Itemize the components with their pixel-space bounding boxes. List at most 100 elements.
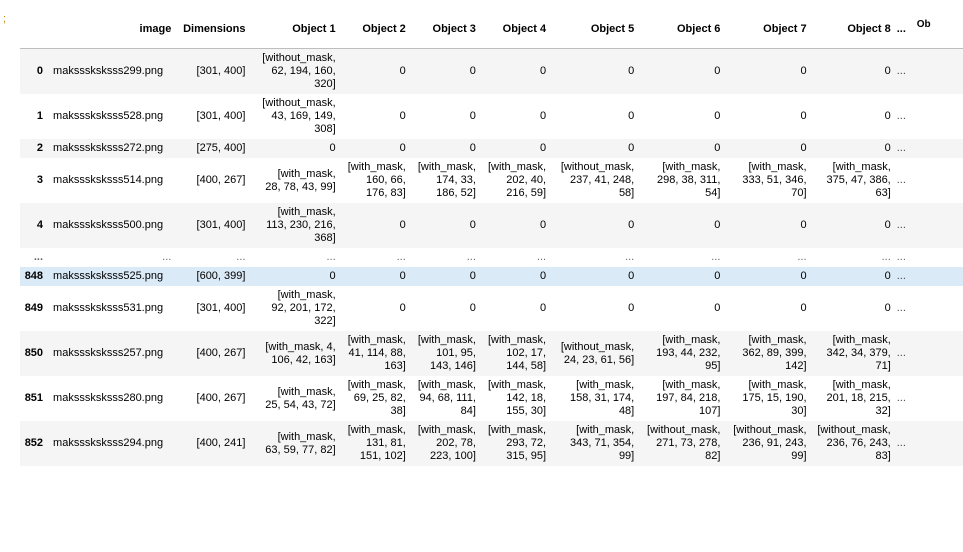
object-4-cell: 0 (539, 65, 547, 77)
object-4-cell: ... (536, 251, 547, 263)
object-5-cell: [without_mask, 24, 23, 61, 56] (560, 340, 635, 366)
object-1-cell: 0 (329, 142, 336, 154)
object-3-cell: [with_mask, 101, 95, 143, 146] (417, 334, 476, 372)
object-1-cell: [without_mask, 62, 194, 160, 320] (262, 52, 336, 90)
object-8-cell: [without_mask, 236, 76, 243, 83] (817, 424, 891, 462)
ellipsis-cell: ... (896, 347, 906, 359)
object-8-cell: 0 (884, 65, 891, 77)
object-7-cell: 0 (800, 110, 807, 122)
cell-output-marker: ; (3, 13, 7, 25)
object-3-cell: [with_mask, 94, 68, 111, 84] (417, 379, 476, 417)
truncated-cell (912, 376, 963, 421)
image-name-cell: ... (162, 251, 172, 263)
object-4-cell: 0 (539, 110, 547, 122)
table-row: 4 maksssksksss500.png [301, 400] [with_mask… (20, 203, 963, 248)
dimensions-cell: [400, 241] (196, 437, 246, 449)
object-8-cell: [with_mask, 201, 18, 215, 32] (826, 379, 891, 417)
object-6-cell: 0 (714, 65, 721, 77)
object-3-cell: [with_mask, 202, 78, 223, 100] (417, 424, 476, 462)
dimensions-cell: [301, 400] (196, 65, 246, 77)
image-name-cell: maksssksksss531.png (53, 302, 164, 314)
object-2-cell: 0 (399, 110, 406, 122)
object-1-cell: [with_mask, 92, 201, 172, 322] (271, 289, 336, 327)
object-4-cell: 0 (539, 142, 547, 154)
object-6-cell: 0 (714, 110, 721, 122)
row-index: 852 (24, 437, 44, 449)
object-1-cell: [with_mask, 4, 106, 42, 163] (265, 340, 336, 366)
image-name-cell: maksssksksss280.png (53, 392, 164, 404)
dimensions-cell: [400, 267] (196, 392, 246, 404)
row-index: 849 (24, 302, 44, 314)
object-5-cell: 0 (628, 219, 635, 231)
truncated-cell (912, 331, 963, 376)
object-5-cell: 0 (628, 142, 635, 154)
column-header-dimensions: Dimensions (176, 14, 251, 49)
ellipsis-cell: ... (896, 270, 906, 282)
ellipsis-cell: ... (896, 302, 906, 314)
truncated-cell (912, 286, 963, 331)
column-header-truncated: Ob (911, 14, 963, 49)
object-5-cell: [with_mask, 158, 31, 174, 48] (570, 379, 635, 417)
object-8-cell: [with_mask, 375, 47, 386, 63] (826, 161, 891, 199)
object-6-cell: [with_mask, 298, 38, 311, 54] (657, 161, 721, 199)
object-1-cell: [with_mask, 28, 78, 43, 99] (265, 167, 336, 193)
object-8-cell: ... (881, 251, 891, 263)
truncated-cell (912, 248, 963, 267)
table-row: 3 maksssksksss514.png [400, 267] [with_mask… (20, 158, 963, 203)
object-3-cell: ... (466, 251, 476, 263)
image-name-cell: maksssksksss528.png (53, 110, 164, 122)
ellipsis-cell: ... (896, 219, 906, 231)
object-8-cell: 0 (884, 219, 891, 231)
object-1-cell: [with_mask, 113, 230, 216, 368] (266, 206, 336, 244)
object-3-cell: 0 (469, 302, 476, 314)
column-header-ellipsis: ... (895, 14, 912, 49)
object-1-cell: [with_mask, 63, 59, 77, 82] (265, 430, 336, 456)
row-index: 1 (36, 110, 44, 122)
truncated-cell (912, 94, 963, 139)
row-index: 3 (36, 174, 44, 186)
object-2-cell: 0 (399, 65, 406, 77)
object-3-cell: 0 (469, 65, 476, 77)
table-body: 0 maksssksksss299.png [301, 400] [without_m… (20, 48, 963, 466)
object-7-cell: [without_mask, 236, 91, 243, 99] (733, 424, 807, 462)
table-row: .................................... (20, 248, 963, 267)
row-index: 4 (36, 219, 44, 231)
object-1-cell: [with_mask, 25, 54, 43, 72] (265, 385, 336, 411)
image-name-cell: maksssksksss525.png (53, 270, 164, 282)
ellipsis-cell: ... (896, 110, 906, 122)
image-name-cell: maksssksksss514.png (53, 174, 164, 186)
object-6-cell: ... (711, 251, 721, 263)
column-header-object-3: Object 3 (410, 14, 481, 49)
ellipsis-cell: ... (896, 65, 906, 77)
image-name-cell: maksssksksss272.png (53, 142, 164, 154)
object-7-cell: 0 (800, 65, 807, 77)
row-index: 850 (24, 347, 44, 359)
object-4-cell: 0 (539, 270, 547, 282)
ellipsis-cell: ... (896, 392, 906, 404)
table-row: 851 maksssksksss280.png [400, 267] [with_ma… (20, 376, 963, 421)
object-6-cell: 0 (714, 219, 721, 231)
object-1-cell: [without_mask, 43, 169, 149, 308] (262, 97, 336, 135)
truncated-cell (912, 49, 963, 95)
truncated-cell (912, 158, 963, 203)
object-3-cell: [with_mask, 174, 33, 186, 52] (417, 161, 476, 199)
object-3-cell: 0 (469, 110, 476, 122)
object-5-cell: ... (625, 251, 635, 263)
object-7-cell: [with_mask, 175, 15, 190, 30] (742, 379, 807, 417)
object-7-cell: [with_mask, 333, 51, 346, 70] (742, 161, 807, 199)
truncated-cell (912, 203, 963, 248)
image-name-cell: maksssksksss257.png (53, 347, 164, 359)
row-index: 2 (36, 142, 44, 154)
object-2-cell: [with_mask, 131, 81, 151, 102] (347, 424, 406, 462)
table-row: 1 maksssksksss528.png [301, 400] [without_m… (20, 94, 963, 139)
image-name-cell: maksssksksss500.png (53, 219, 164, 231)
object-4-cell: [with_mask, 142, 18, 155, 30] (487, 379, 547, 417)
object-6-cell: 0 (714, 302, 721, 314)
column-header-object-2: Object 2 (340, 14, 411, 49)
object-7-cell: 0 (800, 219, 807, 231)
object-4-cell: 0 (539, 302, 547, 314)
column-header-object-4: Object 4 (480, 14, 552, 49)
object-4-cell: 0 (539, 219, 547, 231)
dimensions-cell: ... (236, 251, 246, 263)
table-row: 2 maksssksksss272.png [275, 400] 0 0 0 0 0 0 0 0..… (20, 139, 963, 158)
